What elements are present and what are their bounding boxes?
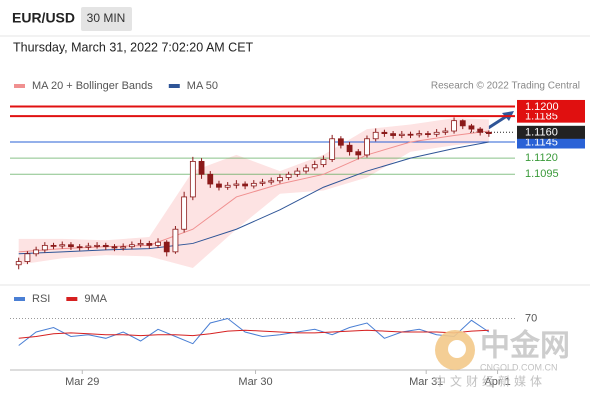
candle-body [451,120,457,132]
candle-body [41,244,48,251]
candle-body [277,177,283,182]
candle-body [76,246,83,249]
rsi-line [18,317,490,346]
candle-body [433,131,440,135]
candle-body [355,151,362,156]
candle-body [259,181,266,184]
candle-body [398,133,405,136]
candle-body [155,241,161,246]
candle-body [233,183,240,186]
ma-line [18,141,489,255]
watermark: 中金网 CNGOLD.COM.CN 中文财经新媒体 [434,329,570,389]
x-tick-label: Mar 30 [238,376,272,388]
candle-body [372,131,379,140]
candle-body [163,241,170,253]
candle-body [111,246,118,249]
interval-chip [81,7,132,31]
legend-swatch [14,84,25,88]
candle-body [120,246,127,249]
legend-label: RSI [32,293,50,305]
candle-body [468,125,475,130]
legend-label: 9MA [84,293,107,305]
candle-body [346,144,353,153]
x-tick-label: Apr 1 [484,376,510,388]
candle-body [128,244,135,248]
candle-body [85,245,92,248]
candle-body [459,120,466,127]
legend-label: MA 50 [187,80,218,92]
level-label-box [517,99,585,113]
candle-body [329,138,336,160]
level-label: 1.1185 [525,111,558,123]
credit: Research © 2022 Trading Central [431,81,580,92]
candle-body [15,261,22,266]
rsi-line [18,329,489,339]
candle-body [216,183,222,188]
candle-body [137,243,144,246]
level-label: 1.1160 [525,127,558,139]
timestamp: Thursday, March 31, 2022 7:02:20 AM CET [13,40,254,54]
candle-body [268,180,275,183]
candle-body [250,182,257,187]
level-label: 1.1120 [525,152,558,164]
legend-label: MA 20 + Bollinger Bands [32,80,153,92]
candle-body [102,244,109,248]
x-tick-label: Mar 31 [409,376,443,388]
legend-swatch [66,297,78,301]
candle-body [320,159,327,166]
x-tick-label: Mar 29 [65,376,99,388]
candle-body [364,138,370,156]
candle-body [33,249,40,255]
watermark-tagline: 中文财经新媒体 [434,374,546,389]
candle-body [416,133,423,136]
candle-body [390,133,397,136]
interval: 30 MIN [87,11,126,25]
candle-body [407,133,414,136]
bollinger-band [18,118,489,268]
candle-body [242,183,248,187]
candle-body [172,228,179,253]
level-label: 1.1145 [525,136,558,148]
legend-swatch [168,84,180,88]
candle-body [337,138,344,146]
candle-body [477,128,484,133]
candle-body [198,160,205,175]
candle-body [207,173,214,185]
candle-body [181,196,188,230]
y-tick-label: 70 [525,312,537,324]
candle-body [303,167,309,172]
candle-body [442,130,449,133]
level-label: 1.1095 [525,168,559,180]
candle-body [68,244,74,248]
candle-body [381,131,388,135]
watermark-logo-inner [448,340,466,358]
symbol: EUR/USD [12,10,75,26]
level-label: 1.1200 [525,101,559,113]
candle-body [485,131,492,135]
candle-body [50,244,57,247]
ma-line [18,130,489,253]
candle-body [311,164,318,169]
legend-swatch [14,297,25,301]
candle-body [294,170,301,175]
level-label-box [517,125,585,139]
candle-body [285,173,292,178]
candle-body [425,133,431,136]
candle-body [224,184,231,188]
candle-body [59,244,66,247]
candle-body [189,160,196,198]
candle-body [24,253,31,262]
candle-body [146,243,153,246]
candle-body [94,244,100,247]
watermark-name: 中金网 [480,329,570,364]
watermark-domain: CNGOLD.COM.CN [480,362,558,372]
